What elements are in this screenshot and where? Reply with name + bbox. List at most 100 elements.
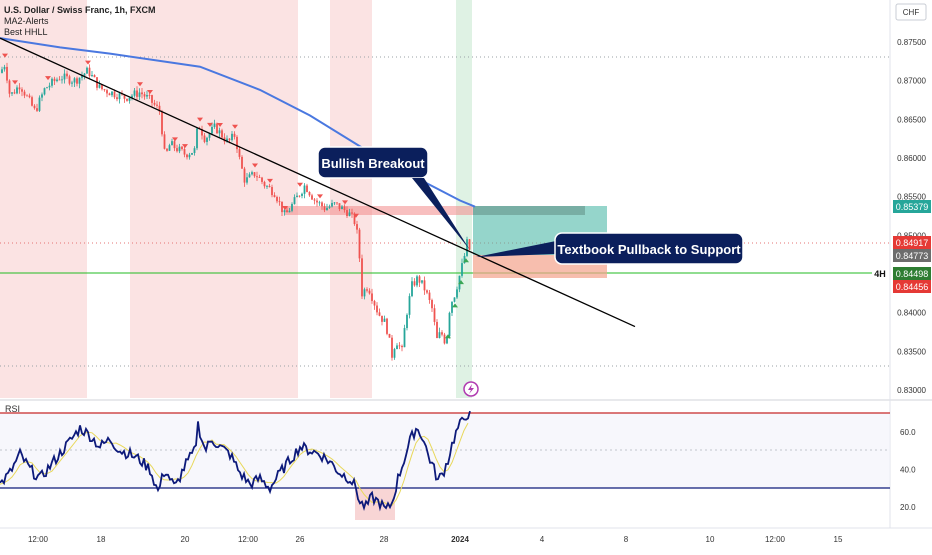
candle-body xyxy=(258,177,261,179)
candle-body xyxy=(448,312,451,337)
breakout-callout[interactable]: Bullish Breakout xyxy=(317,146,470,250)
sell-marker xyxy=(12,80,18,85)
candle-body xyxy=(98,84,101,88)
pullback-callout-text: Textbook Pullback to Support xyxy=(557,242,741,257)
rsi-line[interactable] xyxy=(0,410,471,512)
symbol-title[interactable]: U.S. Dollar / Swiss Franc, 1h, FXCM xyxy=(4,5,156,15)
candle-body xyxy=(213,123,216,127)
candle-body xyxy=(203,135,206,142)
candle-body xyxy=(338,203,341,210)
signal-markers xyxy=(2,53,469,339)
sell-marker xyxy=(317,194,323,199)
buy-marker xyxy=(445,334,451,339)
indicator-ma2-alerts[interactable]: MA2-Alerts xyxy=(4,16,49,26)
candle-body xyxy=(283,210,286,213)
rsi-pane[interactable]: RSI 60.0 40.0 20.0 xyxy=(0,404,916,512)
sell-marker xyxy=(2,53,8,58)
candle-body xyxy=(86,67,88,74)
candle-body xyxy=(333,202,336,204)
candle-body xyxy=(88,67,91,77)
candle-body xyxy=(173,141,176,149)
candle-body xyxy=(16,87,18,94)
candle-body xyxy=(123,94,126,99)
time-axis[interactable]: 12:00 18 20 12:00 26 28 2024 4 8 10 12:00 15 xyxy=(28,535,843,544)
candle-body xyxy=(91,75,93,77)
price-tick-1: 0.87000 xyxy=(897,77,926,86)
time-tick-9: 10 xyxy=(706,535,715,544)
tag-entry xyxy=(893,249,931,262)
candle-body xyxy=(68,76,71,84)
candle-body xyxy=(308,191,311,196)
candle-body xyxy=(388,333,391,338)
time-tick-0: 12:00 xyxy=(28,535,49,544)
price-axis[interactable]: 0.87500 0.87000 0.86500 0.86000 0.85500 0.850… xyxy=(897,38,926,395)
candle-body xyxy=(433,308,436,322)
red-zone-2 xyxy=(130,0,298,398)
candle-body xyxy=(163,134,166,149)
indicator-best-hhll[interactable]: Best HHLL xyxy=(4,27,48,37)
candle-body xyxy=(363,289,366,297)
candle-body xyxy=(151,95,153,103)
sell-marker xyxy=(85,60,91,65)
sell-marker xyxy=(252,163,258,168)
tag-upper-box-text: 0.85379 xyxy=(896,202,929,212)
candle-body xyxy=(456,289,458,298)
candle-body xyxy=(336,202,338,204)
green-zone-1 xyxy=(456,0,472,398)
event-lightning-bolt xyxy=(468,384,474,394)
candle-body xyxy=(153,102,156,105)
downtrend-line[interactable] xyxy=(0,37,636,328)
tag-stop-text: 0.84456 xyxy=(896,282,929,292)
candle-body xyxy=(61,79,63,81)
price-candles[interactable] xyxy=(1,62,471,361)
tag-last xyxy=(893,236,931,249)
candle-body xyxy=(381,315,383,322)
candle-body xyxy=(53,78,56,82)
time-tick-7: 4 xyxy=(540,535,545,544)
candle-body xyxy=(178,146,181,152)
candle-body xyxy=(428,292,431,301)
candle-body xyxy=(361,258,363,297)
candle-body xyxy=(3,66,6,70)
price-tick-3: 0.86000 xyxy=(897,154,926,163)
breakout-callout-text: Bullish Breakout xyxy=(321,156,425,171)
sell-marker xyxy=(45,76,51,81)
candle-body xyxy=(346,210,348,217)
candle-body xyxy=(186,154,188,158)
candle-body xyxy=(313,199,316,201)
candle-body xyxy=(13,92,16,94)
candle-body xyxy=(301,193,303,196)
price-tick-7: 0.84000 xyxy=(897,309,926,318)
candle-body xyxy=(256,176,258,178)
candle-body xyxy=(331,202,333,207)
candle-body xyxy=(73,78,76,83)
rsi-tick-2: 20.0 xyxy=(900,503,916,512)
candle-body xyxy=(211,126,213,134)
candle-body xyxy=(218,130,221,134)
sell-marker xyxy=(232,124,238,129)
candle-body xyxy=(426,290,428,293)
resistance-zone[interactable] xyxy=(285,206,585,215)
red-zone-3 xyxy=(330,0,372,398)
candle-body xyxy=(263,181,266,187)
event-lightning-icon[interactable] xyxy=(463,381,479,397)
candle-body xyxy=(201,129,203,136)
pullback-callout[interactable]: Textbook Pullback to Support xyxy=(476,232,744,265)
candle-body xyxy=(28,95,31,98)
candle-body xyxy=(316,200,318,203)
candle-body xyxy=(446,336,448,344)
time-tick-11: 15 xyxy=(834,535,843,544)
currency-button[interactable]: CHF xyxy=(895,3,927,21)
candle-body xyxy=(396,345,398,350)
candle-body xyxy=(103,89,106,91)
price-tick-8: 0.83500 xyxy=(897,347,926,356)
sell-marker xyxy=(137,82,143,87)
candle-body xyxy=(306,185,308,192)
candle-body xyxy=(71,82,73,84)
candle-body xyxy=(33,105,36,109)
buy-marker xyxy=(463,258,469,263)
moving-average-line[interactable] xyxy=(0,37,476,208)
candle-body xyxy=(438,332,441,339)
candle-body xyxy=(286,210,288,213)
